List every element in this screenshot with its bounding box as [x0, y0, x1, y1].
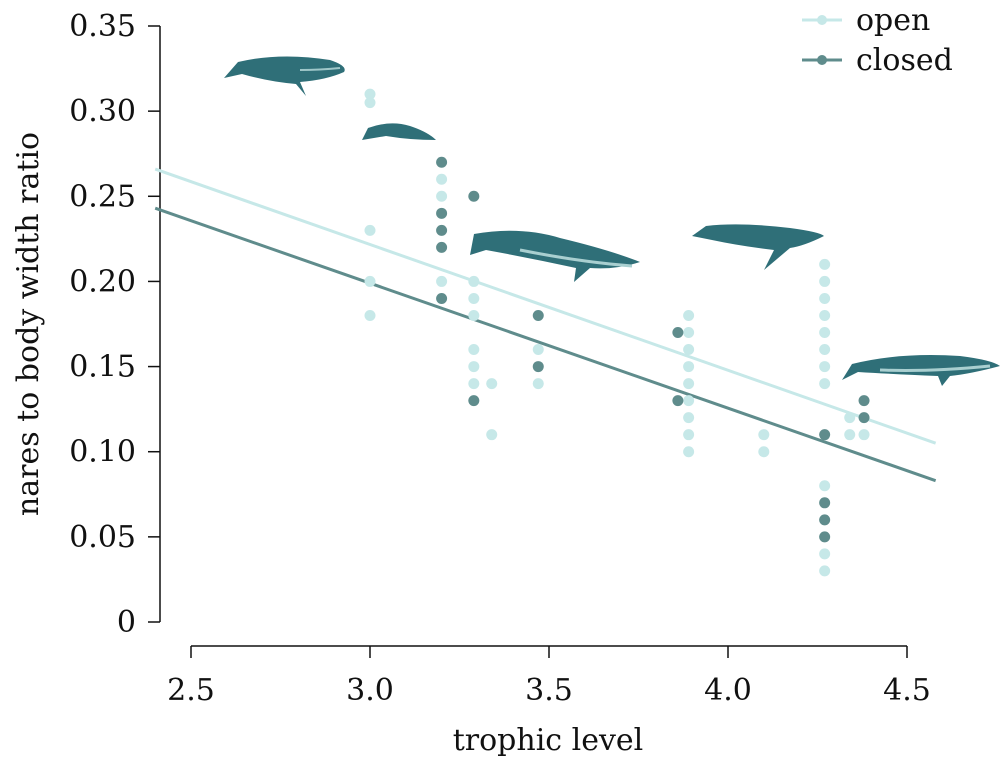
data-point-open	[758, 429, 770, 441]
data-point-open	[486, 378, 498, 390]
data-point-closed	[819, 429, 831, 441]
data-point-open	[468, 361, 480, 373]
data-point-open	[683, 378, 695, 390]
y-tick-label: 0	[117, 605, 136, 640]
data-point-closed	[819, 514, 831, 526]
y-tick-label: 0.10	[69, 435, 136, 470]
data-point-open	[468, 275, 480, 287]
data-point-open	[819, 548, 831, 560]
sei-whale-icon	[470, 230, 640, 282]
data-point-open	[819, 292, 831, 304]
data-point-open	[819, 378, 831, 390]
data-point-open	[819, 565, 831, 577]
data-point-open	[844, 412, 856, 424]
data-point-open	[468, 292, 480, 304]
data-point-closed	[858, 395, 870, 407]
data-point-closed	[858, 412, 870, 424]
data-point-open	[819, 327, 831, 339]
data-point-closed	[468, 395, 480, 407]
data-point-open	[819, 480, 831, 492]
x-tick-label: 3.5	[525, 673, 573, 708]
data-point-open	[364, 224, 376, 236]
legend-label-open: open	[856, 3, 930, 38]
data-point-open	[683, 429, 695, 441]
data-point-open	[364, 309, 376, 321]
x-axis-title: trophic level	[453, 723, 644, 758]
data-point-open	[683, 395, 695, 407]
data-point-open	[844, 429, 856, 441]
data-points	[364, 88, 870, 577]
x-tick-label: 4.5	[883, 673, 931, 708]
data-point-open	[819, 309, 831, 321]
data-point-closed	[436, 156, 448, 168]
data-point-open	[436, 173, 448, 185]
data-point-closed	[436, 224, 448, 236]
whale-illustrations	[224, 56, 1000, 386]
data-point-open	[468, 378, 480, 390]
x-ticks: 2.5 3.0 3.5 4.0 4.5	[167, 646, 931, 708]
data-point-open	[486, 429, 498, 441]
legend: open closed	[802, 3, 953, 78]
y-tick-label: 0.25	[69, 179, 136, 214]
data-point-open	[468, 309, 480, 321]
data-point-closed	[468, 190, 480, 202]
x-tick-label: 3.0	[346, 673, 394, 708]
y-ticks: 0 0.05 0.10 0.15 0.20 0.25 0.30 0.35	[69, 9, 160, 640]
legend-marker-open	[817, 15, 827, 25]
data-point-open	[819, 344, 831, 356]
right-whale-icon	[224, 56, 345, 96]
y-tick-label: 0.20	[69, 264, 136, 299]
y-axis-title: nares to body width ratio	[11, 132, 46, 516]
data-point-open	[683, 327, 695, 339]
data-point-closed	[436, 292, 448, 304]
data-point-closed	[436, 207, 448, 219]
data-point-open	[436, 190, 448, 202]
trend-line-closed	[154, 206, 937, 483]
legend-label-closed: closed	[856, 43, 953, 78]
data-point-open	[364, 275, 376, 287]
data-point-open	[532, 378, 544, 390]
data-point-open	[858, 429, 870, 441]
data-point-open	[683, 446, 695, 458]
y-tick-label: 0.05	[69, 520, 136, 555]
data-point-open	[683, 309, 695, 321]
data-point-closed	[532, 309, 544, 321]
data-point-open	[364, 88, 376, 100]
data-point-open	[683, 344, 695, 356]
blue-whale-icon	[842, 355, 1000, 386]
data-point-closed	[672, 327, 684, 339]
humpback-whale-icon	[692, 224, 824, 270]
data-point-closed	[532, 361, 544, 373]
trend-line-open	[154, 167, 937, 445]
data-point-open	[683, 361, 695, 373]
data-point-closed	[672, 395, 684, 407]
data-point-open	[683, 412, 695, 424]
data-point-open	[468, 344, 480, 356]
data-point-open	[364, 97, 376, 109]
axes	[159, 26, 907, 647]
data-point-closed	[819, 497, 831, 509]
data-point-open	[819, 361, 831, 373]
data-point-open	[436, 275, 448, 287]
data-point-closed	[436, 241, 448, 253]
minke-whale-icon	[362, 123, 436, 140]
data-point-open	[819, 275, 831, 287]
x-tick-label: 2.5	[167, 673, 215, 708]
trend-lines	[154, 167, 937, 483]
y-tick-label: 0.30	[69, 94, 136, 129]
legend-marker-closed	[817, 55, 827, 65]
data-point-open	[819, 258, 831, 270]
data-point-open	[532, 344, 544, 356]
y-tick-label: 0.35	[69, 9, 136, 44]
data-point-open	[758, 446, 770, 458]
y-tick-label: 0.15	[69, 350, 136, 385]
x-tick-label: 4.0	[704, 673, 752, 708]
data-point-closed	[819, 531, 831, 543]
